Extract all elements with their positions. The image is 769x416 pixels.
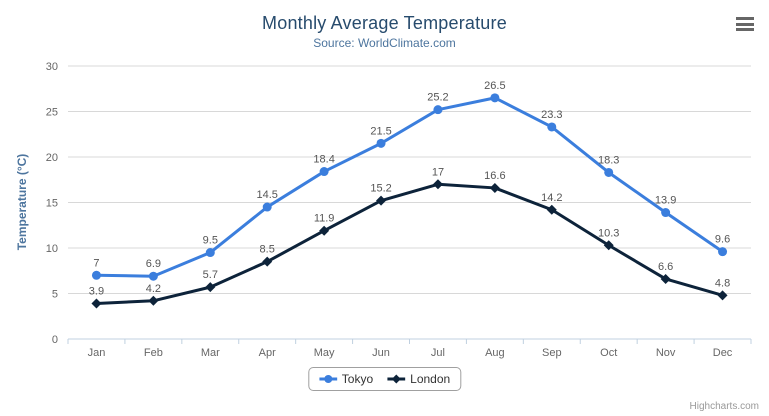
tokyo-data-label-jan: 7 bbox=[93, 257, 99, 269]
tokyo-data-label-apr: 14.5 bbox=[256, 189, 277, 201]
london-data-label-oct: 10.3 bbox=[598, 227, 619, 239]
london-data-label-sep: 14.2 bbox=[541, 192, 562, 204]
x-axis-tick-label: Aug bbox=[485, 347, 505, 359]
hamburger-icon bbox=[736, 17, 754, 20]
legend-label-tokyo: Tokyo bbox=[341, 372, 374, 386]
london-point-nov[interactable] bbox=[660, 273, 671, 284]
london-legend-marker bbox=[391, 374, 401, 384]
london-data-label-jun: 15.2 bbox=[370, 183, 391, 195]
tokyo-point-mar[interactable] bbox=[205, 248, 215, 258]
london-point-jan[interactable] bbox=[91, 298, 102, 309]
tokyo-data-label-may: 18.4 bbox=[313, 154, 334, 166]
london-point-sep[interactable] bbox=[546, 204, 557, 215]
tokyo-data-label-mar: 9.5 bbox=[203, 235, 218, 247]
hamburger-icon bbox=[736, 28, 754, 31]
y-axis-tick-label: 0 bbox=[52, 334, 58, 346]
y-axis-tick-label: 20 bbox=[46, 152, 58, 164]
legend-item-london[interactable]: London bbox=[387, 372, 450, 386]
tokyo-point-oct[interactable] bbox=[604, 167, 614, 177]
chart-subtitle: Source: WorldClimate.com bbox=[313, 36, 456, 50]
london-data-label-mar: 5.7 bbox=[203, 269, 218, 281]
tokyo-data-label-dec: 9.6 bbox=[715, 234, 730, 246]
tokyo-point-jul[interactable] bbox=[433, 105, 443, 115]
london-point-jun[interactable] bbox=[376, 195, 387, 206]
tokyo-point-feb[interactable] bbox=[148, 271, 158, 281]
london-data-label-apr: 8.5 bbox=[260, 244, 275, 256]
x-axis-tick-label: Mar bbox=[201, 347, 220, 359]
legend: Tokyo London bbox=[307, 367, 462, 391]
london-data-label-dec: 4.8 bbox=[715, 277, 730, 289]
london-point-mar[interactable] bbox=[205, 282, 216, 293]
london-data-label-nov: 6.6 bbox=[658, 261, 673, 273]
chart-title: Monthly Average Temperature bbox=[262, 13, 507, 33]
london-point-may[interactable] bbox=[319, 225, 330, 236]
x-axis-tick-label: Nov bbox=[656, 347, 676, 359]
x-axis-tick-label: May bbox=[314, 347, 335, 359]
london-point-feb[interactable] bbox=[148, 295, 159, 306]
tokyo-point-jan[interactable] bbox=[91, 270, 101, 280]
legend-item-tokyo[interactable]: Tokyo bbox=[318, 372, 374, 386]
tokyo-data-label-feb: 6.9 bbox=[146, 258, 161, 270]
x-axis-tick-label: Jun bbox=[372, 347, 390, 359]
context-menu-button[interactable] bbox=[733, 13, 757, 35]
tokyo-point-jun[interactable] bbox=[376, 138, 386, 148]
tokyo-series-marker-icon bbox=[318, 375, 337, 383]
tokyo-data-label-sep: 23.3 bbox=[541, 109, 562, 121]
legend-label-london: London bbox=[410, 372, 451, 386]
tokyo-point-may[interactable] bbox=[319, 167, 329, 177]
tokyo-point-apr[interactable] bbox=[262, 202, 272, 212]
london-point-apr[interactable] bbox=[262, 256, 273, 267]
x-axis-tick-label: Sep bbox=[542, 347, 562, 359]
tokyo-point-nov[interactable] bbox=[661, 208, 671, 218]
london-series-marker-icon bbox=[387, 374, 406, 384]
tokyo-data-label-jun: 21.5 bbox=[370, 125, 391, 137]
x-axis-tick-label: Apr bbox=[259, 347, 276, 359]
y-axis-tick-label: 30 bbox=[46, 61, 58, 73]
x-axis-tick-label: Oct bbox=[600, 347, 617, 359]
london-point-oct[interactable] bbox=[603, 240, 614, 251]
y-axis-tick-label: 15 bbox=[46, 198, 58, 210]
x-axis-tick-label: Dec bbox=[713, 347, 733, 359]
tokyo-point-dec[interactable] bbox=[718, 247, 728, 257]
y-axis-tick-label: 25 bbox=[46, 107, 58, 119]
x-axis-tick-label: Feb bbox=[144, 347, 163, 359]
tokyo-data-label-oct: 18.3 bbox=[598, 154, 619, 166]
tokyo-data-label-jul: 25.2 bbox=[427, 92, 448, 104]
london-data-label-feb: 4.2 bbox=[146, 283, 161, 295]
y-axis-tick-label: 5 bbox=[52, 289, 58, 301]
tokyo-point-sep[interactable] bbox=[547, 122, 557, 132]
london-point-jul[interactable] bbox=[432, 179, 443, 190]
london-point-dec[interactable] bbox=[717, 290, 728, 301]
x-axis-tick-label: Jul bbox=[431, 347, 445, 359]
london-point-aug[interactable] bbox=[489, 182, 500, 193]
hamburger-icon bbox=[736, 22, 754, 26]
x-axis-tick-label: Jan bbox=[88, 347, 106, 359]
credits-link[interactable]: Highcharts.com bbox=[689, 401, 759, 412]
tokyo-data-label-nov: 13.9 bbox=[655, 195, 676, 207]
london-data-label-may: 11.9 bbox=[314, 213, 335, 225]
y-axis-tick-label: 10 bbox=[46, 243, 58, 255]
tokyo-legend-marker bbox=[323, 375, 332, 383]
london-series-line[interactable] bbox=[94, 182, 725, 306]
tokyo-data-label-aug: 26.5 bbox=[484, 80, 505, 92]
tokyo-point-aug[interactable] bbox=[490, 93, 500, 103]
london-data-label-jan: 3.9 bbox=[89, 286, 104, 298]
london-data-label-aug: 16.6 bbox=[484, 170, 505, 182]
london-data-label-jul: 17 bbox=[432, 166, 444, 178]
tokyo-series-line[interactable] bbox=[94, 96, 725, 278]
